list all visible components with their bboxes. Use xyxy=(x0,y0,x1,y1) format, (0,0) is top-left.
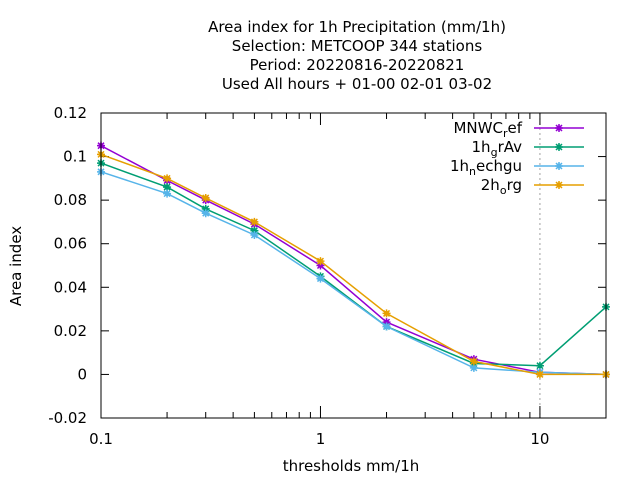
legend-label-1: 1hgrAv xyxy=(472,138,523,159)
y-tick-label: 0.12 xyxy=(54,104,87,122)
data-point-dot xyxy=(317,263,323,268)
chart-title-line-2: Selection: METCOOP 344 stations xyxy=(232,37,483,55)
series-line-2 xyxy=(100,171,607,376)
series-line-3 xyxy=(100,153,606,376)
series-0 xyxy=(97,141,610,379)
series-layer xyxy=(97,141,610,379)
series-1 xyxy=(97,159,610,370)
data-point-dot xyxy=(384,324,390,329)
legend-marker-1-dot xyxy=(556,144,562,150)
data-point-dot xyxy=(164,191,170,197)
x-axis-label: thresholds mm/1h xyxy=(283,457,420,475)
tick-labels: -0.02 0 0.02 0.04 0.06 0.08 0.1 0.12 0.1 1 10 xyxy=(48,104,549,448)
plot-frame xyxy=(100,112,607,419)
chart-title-line-1: Area index for 1h Precipitation (mm/1h) xyxy=(208,18,506,36)
data-point-dot xyxy=(317,258,323,264)
data-point-dot xyxy=(164,175,170,181)
legend-marker-3-dot xyxy=(556,182,562,188)
chart-title-line-3: Period: 20220816-20220821 xyxy=(250,56,465,74)
data-point-dot xyxy=(471,358,477,364)
legend-marker-2-dot xyxy=(556,163,562,169)
chart-title: Area index for 1h Precipitation (mm/1h) … xyxy=(208,18,506,93)
data-point-dot xyxy=(203,195,209,201)
chart-title-line-4: Used All hours + 01-00 02-01 03-02 xyxy=(222,75,492,93)
series-line-0 xyxy=(100,145,607,376)
data-point-dot xyxy=(203,206,209,212)
y-axis-label: Area index xyxy=(7,226,25,306)
legend-marker-0-dot xyxy=(556,125,562,131)
data-point-dot xyxy=(384,310,390,316)
x-tick-label: 10 xyxy=(530,430,549,448)
legend-label-2: 1hnechgu xyxy=(450,157,522,178)
y-tick-label: 0.08 xyxy=(54,191,87,209)
y-tick-label: -0.02 xyxy=(48,409,87,427)
data-point-dot xyxy=(251,228,257,234)
x-tick-label: 1 xyxy=(316,430,326,448)
data-point-dot xyxy=(164,184,170,190)
legend-label-3: 2horg xyxy=(481,176,522,197)
series-2 xyxy=(97,167,610,379)
series-line-1 xyxy=(100,162,607,367)
y-tick-label: 0.1 xyxy=(63,148,87,166)
legend-label-0: MNWCref xyxy=(453,119,522,140)
x-tick-label: 0.1 xyxy=(89,430,113,448)
data-point-dot xyxy=(537,363,543,369)
data-point-dot xyxy=(203,210,209,216)
data-point-dot xyxy=(317,276,323,282)
y-tick-label: 0 xyxy=(77,365,87,383)
data-point-dot xyxy=(471,365,477,371)
y-tick-label: 0.04 xyxy=(54,278,87,296)
data-point-dot xyxy=(537,371,543,377)
data-point-dot xyxy=(251,219,257,225)
data-point-dot xyxy=(384,319,390,325)
data-point-dot xyxy=(251,232,257,238)
y-tick-label: 0.06 xyxy=(54,235,87,253)
y-tick-label: 0.02 xyxy=(54,322,87,340)
